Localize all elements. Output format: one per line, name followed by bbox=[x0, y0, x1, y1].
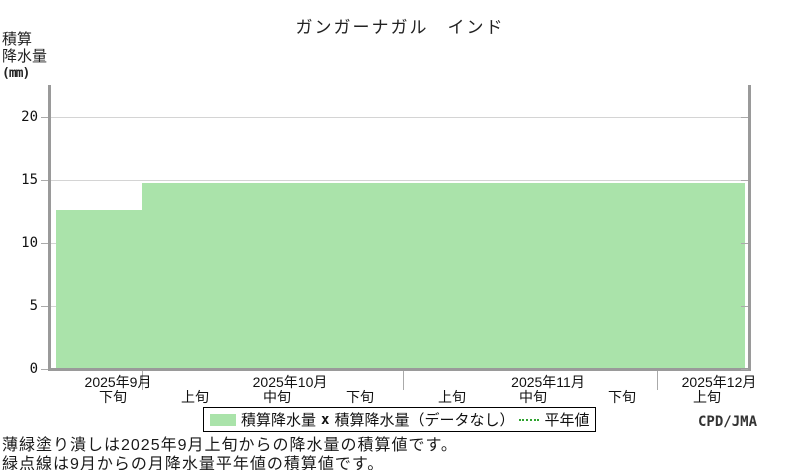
chart-title: ガンガーナガル インド bbox=[295, 18, 505, 37]
y-tick-mark bbox=[41, 117, 48, 118]
caption-fill-note: 薄緑塗り潰しは2025年9月上旬からの降水量の積算値です。 bbox=[2, 437, 458, 454]
precip-area-segment bbox=[142, 183, 229, 368]
y-tick-mark bbox=[41, 243, 48, 244]
credit-label: CPD/JMA bbox=[698, 414, 758, 430]
precip-area-segment bbox=[229, 183, 316, 368]
legend-item-cumulative: 積算降水量 bbox=[241, 412, 317, 429]
y-axis-right bbox=[748, 85, 751, 371]
y-tick-label: 15 bbox=[21, 172, 38, 188]
y-tick-label: 5 bbox=[29, 298, 38, 314]
x-period-label: 上旬 bbox=[181, 389, 209, 405]
x-month-label: 2025年11月 bbox=[511, 374, 585, 390]
y-axis-label-line1: 積算 bbox=[2, 31, 33, 48]
y-axis-label: 積算 降水量 (mm) bbox=[2, 31, 47, 82]
y-axis-left bbox=[48, 85, 51, 371]
x-period-label: 上旬 bbox=[693, 389, 721, 405]
x-month-separator bbox=[142, 371, 143, 390]
x-period-label: 下旬 bbox=[99, 389, 127, 405]
y-tick-mark bbox=[741, 243, 748, 244]
y-axis-unit: (mm) bbox=[2, 66, 30, 81]
x-month-label: 2025年10月 bbox=[252, 374, 328, 390]
x-month-separator bbox=[657, 371, 658, 390]
x-month-label: 2025年9月 bbox=[84, 374, 152, 390]
y-tick-mark bbox=[41, 369, 48, 370]
y-tick-mark bbox=[741, 117, 748, 118]
x-period-label: 上旬 bbox=[438, 389, 466, 405]
caption-normal-note: 緑点線は9月からの月降水量平年値の積算値です。 bbox=[2, 456, 385, 470]
precip-area-segment bbox=[56, 210, 142, 368]
legend-item-missing: 積算降水量（データなし） bbox=[334, 412, 515, 429]
precip-area-segment bbox=[657, 183, 745, 368]
precip-area-segment bbox=[488, 183, 572, 368]
y-tick-mark bbox=[741, 369, 748, 370]
missing-data-marker-icon: x bbox=[321, 411, 330, 428]
y-tick-mark bbox=[741, 306, 748, 307]
y-tick-label: 20 bbox=[21, 109, 38, 125]
y-axis-label-line2: 降水量 bbox=[2, 48, 48, 65]
precip-area-segment bbox=[403, 183, 488, 368]
x-period-label: 下旬 bbox=[346, 389, 374, 405]
y-tick-label: 10 bbox=[21, 235, 38, 251]
precip-area-segment bbox=[316, 183, 403, 368]
x-month-separator bbox=[403, 371, 404, 390]
normal-line-swatch-icon bbox=[519, 418, 540, 421]
y-tick-mark bbox=[741, 180, 748, 181]
precip-area-segment bbox=[572, 183, 657, 368]
x-period-label: 中旬 bbox=[263, 389, 291, 405]
y-tick-label: 0 bbox=[29, 361, 38, 377]
x-month-label: 2025年12月 bbox=[681, 374, 757, 390]
precip-fill-swatch-icon bbox=[210, 413, 236, 426]
x-period-label: 下旬 bbox=[608, 389, 636, 405]
gridline bbox=[51, 117, 746, 118]
gridline bbox=[51, 180, 746, 181]
y-tick-mark bbox=[41, 180, 48, 181]
y-tick-mark bbox=[41, 306, 48, 307]
x-axis-line bbox=[48, 368, 751, 371]
x-period-label: 中旬 bbox=[519, 389, 547, 405]
chart-legend: 積算降水量 x 積算降水量（データなし） 平年値 bbox=[203, 407, 597, 432]
legend-item-normal: 平年値 bbox=[544, 412, 590, 429]
